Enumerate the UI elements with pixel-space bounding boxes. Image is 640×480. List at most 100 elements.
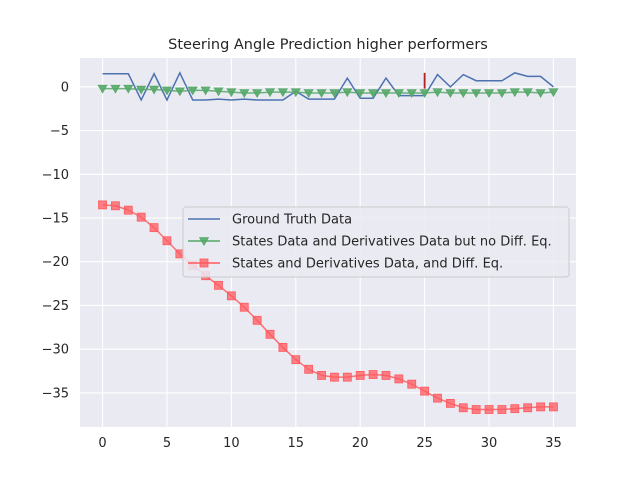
data-point bbox=[97, 84, 108, 94]
legend-marker bbox=[198, 237, 210, 246]
data-point bbox=[123, 84, 134, 94]
data-point bbox=[549, 402, 558, 412]
data-point bbox=[252, 315, 262, 325]
x-tick-labels: 0 5 10 15 20 25 30 35 bbox=[98, 436, 561, 451]
data-point bbox=[290, 88, 301, 98]
data-point bbox=[355, 371, 365, 380]
data-point bbox=[394, 374, 404, 384]
legend-marker bbox=[199, 258, 209, 268]
y-tick-label: −15 bbox=[42, 212, 69, 227]
data-point bbox=[98, 200, 107, 210]
x-tick-label: 25 bbox=[416, 436, 433, 451]
data-point bbox=[407, 379, 417, 389]
x-tick-label: 0 bbox=[98, 436, 106, 451]
data-point bbox=[393, 89, 404, 98]
data-point bbox=[420, 386, 430, 396]
chart-title: Steering Angle Prediction higher perform… bbox=[168, 37, 488, 53]
data-point bbox=[406, 89, 417, 98]
series-2 bbox=[97, 84, 559, 98]
data-point bbox=[149, 223, 159, 233]
data-point bbox=[317, 371, 326, 380]
data-point bbox=[162, 236, 172, 246]
data-point bbox=[277, 88, 289, 98]
data-point bbox=[304, 364, 314, 374]
data-point bbox=[419, 89, 430, 98]
series-line bbox=[102, 71, 554, 102]
legend-label: States and Derivatives Data, and Diff. E… bbox=[232, 257, 503, 272]
data-point bbox=[342, 88, 353, 98]
data-point bbox=[510, 404, 520, 414]
x-tick-label: 15 bbox=[288, 436, 305, 451]
data-point bbox=[111, 201, 120, 211]
data-point bbox=[342, 372, 352, 382]
data-point bbox=[213, 87, 224, 97]
data-point bbox=[433, 393, 442, 403]
y-tick-label: −30 bbox=[42, 343, 69, 358]
data-point bbox=[458, 403, 468, 413]
x-tick-label: 30 bbox=[481, 436, 498, 451]
x-tick-label: 20 bbox=[352, 436, 369, 451]
data-point bbox=[187, 86, 198, 96]
y-tick-label: −10 bbox=[42, 168, 69, 183]
data-point bbox=[239, 89, 250, 98]
data-point bbox=[522, 88, 533, 98]
series-3 bbox=[98, 200, 558, 414]
legend-label: States Data and Derivatives Data but no … bbox=[232, 235, 552, 250]
series-layer bbox=[97, 71, 559, 414]
data-point bbox=[548, 88, 559, 98]
data-point bbox=[380, 89, 392, 98]
data-point bbox=[110, 84, 121, 94]
data-point bbox=[471, 405, 481, 414]
data-point bbox=[161, 86, 173, 96]
data-point bbox=[458, 89, 469, 98]
data-point bbox=[252, 89, 263, 98]
data-point bbox=[355, 89, 366, 98]
data-point bbox=[330, 372, 339, 382]
data-point bbox=[200, 86, 211, 96]
data-point bbox=[367, 89, 379, 98]
data-point bbox=[432, 88, 443, 98]
x-tick-label: 35 bbox=[545, 436, 562, 451]
data-point bbox=[278, 343, 288, 352]
legend-box bbox=[182, 206, 570, 278]
data-point bbox=[484, 405, 494, 414]
data-point bbox=[226, 88, 237, 98]
data-point bbox=[329, 89, 340, 98]
data-point bbox=[174, 87, 185, 97]
data-point bbox=[509, 88, 520, 98]
data-point bbox=[136, 212, 146, 222]
y-tick-label: −20 bbox=[42, 255, 69, 270]
legend: Ground Truth Data States Data and Derivat… bbox=[182, 206, 570, 278]
data-point bbox=[136, 85, 147, 95]
data-point bbox=[291, 355, 301, 365]
data-point bbox=[483, 89, 495, 98]
data-point bbox=[148, 85, 160, 95]
legend-label: Ground Truth Data bbox=[232, 213, 352, 228]
x-tick-label: 5 bbox=[163, 436, 171, 451]
data-point bbox=[368, 370, 378, 379]
y-tick-label: 0 bbox=[61, 80, 69, 95]
data-point bbox=[445, 89, 456, 98]
data-point bbox=[445, 398, 455, 408]
data-point bbox=[264, 88, 276, 98]
y-tick-labels: 0 −5 −10 −15 −20 −25 −30 −35 bbox=[42, 80, 69, 401]
data-point bbox=[303, 89, 314, 98]
data-point bbox=[523, 403, 533, 413]
data-point bbox=[239, 302, 249, 312]
data-point bbox=[535, 89, 546, 98]
data-point bbox=[497, 405, 507, 414]
data-point bbox=[471, 89, 482, 98]
data-point bbox=[536, 402, 545, 412]
data-point bbox=[123, 205, 133, 215]
y-tick-label: −35 bbox=[42, 386, 69, 401]
data-point bbox=[214, 280, 223, 290]
data-point bbox=[316, 89, 327, 98]
data-point bbox=[226, 291, 236, 301]
x-tick-label: 10 bbox=[223, 436, 240, 451]
data-point bbox=[265, 329, 275, 339]
y-tick-label: −5 bbox=[50, 124, 69, 139]
data-point bbox=[381, 371, 391, 380]
series-1 bbox=[102, 71, 554, 102]
data-point bbox=[496, 89, 508, 98]
